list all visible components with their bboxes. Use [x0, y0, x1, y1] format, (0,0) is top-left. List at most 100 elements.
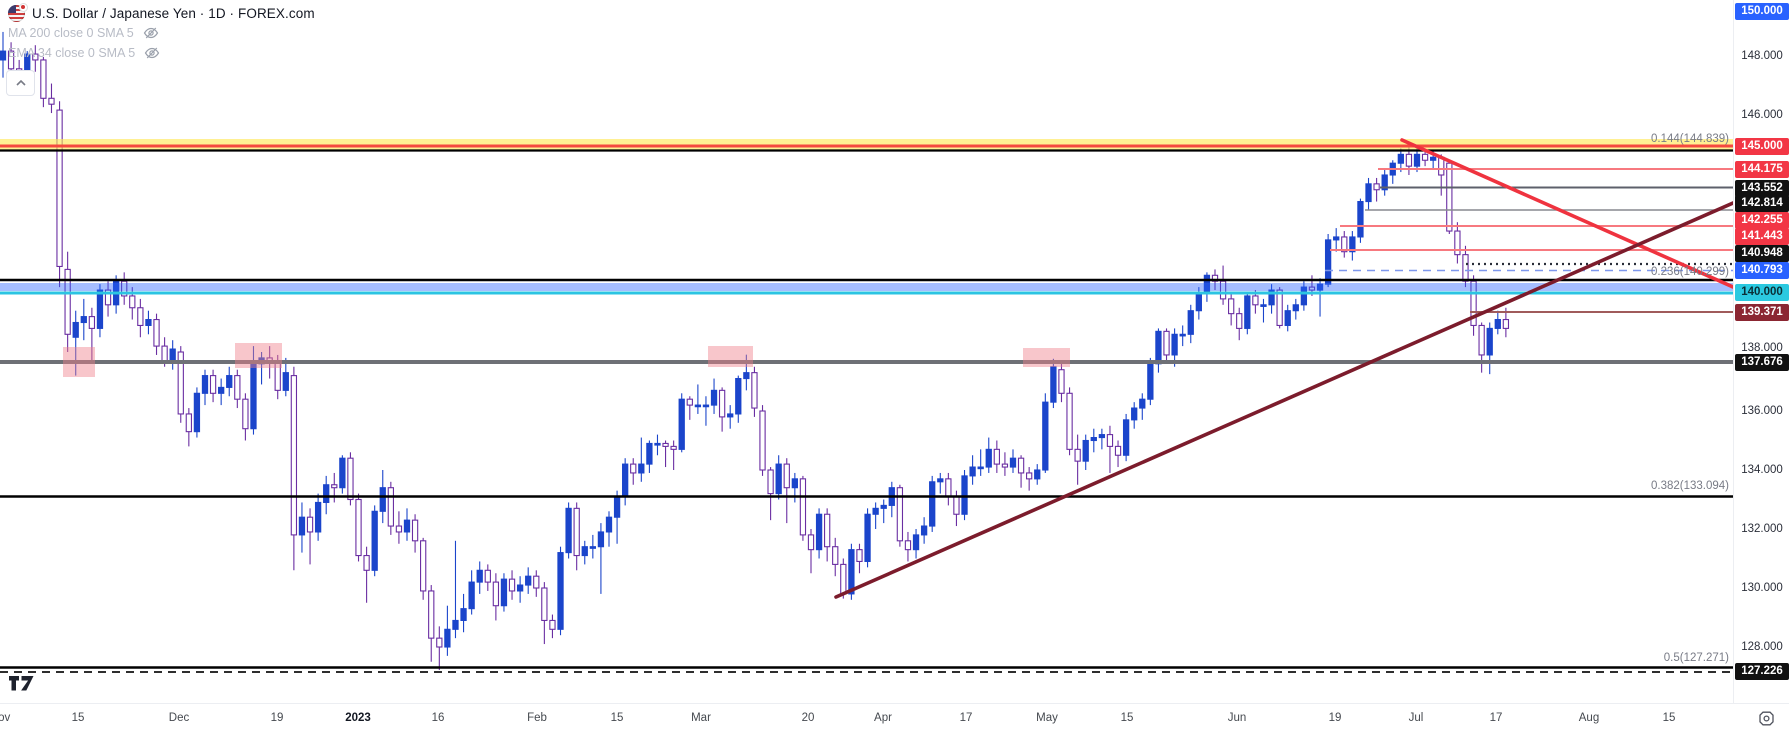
time-label-Aug: Aug	[1578, 712, 1600, 724]
candle-body	[1268, 289, 1275, 306]
candle-body	[1228, 298, 1235, 315]
pink-box-may[interactable]	[1023, 348, 1070, 367]
price-axis[interactable]: 148.000 146.000 138.000 136.000 134.000 132.0…	[1733, 0, 1789, 703]
eye-off-icon[interactable]	[143, 25, 159, 41]
candle-body	[743, 372, 750, 380]
candle-body	[1195, 292, 1202, 312]
support-zone-140[interactable]	[0, 283, 1733, 291]
candle-body	[759, 410, 766, 471]
time-label-19: 19	[1328, 712, 1342, 724]
time-label-15: 15	[1120, 712, 1134, 724]
candle-body	[662, 442, 669, 447]
candle-body	[1413, 153, 1421, 167]
time-label-15: 15	[71, 712, 85, 724]
time-label-Apr: Apr	[874, 712, 892, 724]
candle-body	[145, 318, 152, 326]
tradingview-logo[interactable]	[8, 675, 38, 696]
uptrend-maroon[interactable]	[834, 201, 1733, 599]
pink-box-mar[interactable]	[708, 346, 753, 367]
candle-body	[799, 478, 807, 536]
candle-body	[1066, 392, 1073, 450]
candle-body	[32, 53, 39, 61]
pink-box-dec[interactable]	[235, 343, 282, 368]
candle-body	[1430, 156, 1437, 161]
time-label-Dec: Dec	[168, 712, 190, 724]
candle-body	[282, 372, 289, 391]
candle-body	[484, 569, 491, 583]
candle-body	[1147, 363, 1154, 400]
candle-body	[646, 442, 653, 465]
candle-body	[1017, 457, 1025, 474]
candle-body	[250, 363, 257, 430]
candle-body	[492, 581, 500, 607]
candle-body	[541, 587, 548, 622]
candle-body	[872, 507, 879, 515]
time-label-2023: 2023	[345, 712, 371, 724]
candle-body	[864, 513, 871, 563]
candle-body	[1034, 469, 1041, 480]
candle-body	[104, 289, 112, 306]
candle-body	[824, 513, 831, 548]
price-badge-140.948: 140.948	[1735, 244, 1789, 262]
eye-off-icon[interactable]	[144, 45, 160, 61]
candle-body	[1155, 330, 1162, 365]
candle-body	[298, 516, 306, 536]
candle-body	[953, 495, 960, 515]
fib-label-0.144: 0.144(144.839)	[1650, 133, 1729, 145]
candle-body	[670, 445, 677, 450]
candle-body	[339, 457, 346, 489]
chart-legend: U.S. Dollar / Japanese Yen · 1D · FOREX.…	[8, 2, 315, 63]
candle-body	[1026, 472, 1033, 480]
time-axis[interactable]: Nov 15 Dec 19 2023 16 Feb 15 Mar 20 Apr 17 May 15 Jun 1…	[0, 703, 1789, 733]
time-label-15: 15	[1662, 712, 1676, 724]
candle-body	[1179, 333, 1186, 337]
candle-body	[1462, 254, 1469, 282]
candle-body	[1098, 434, 1106, 439]
price-badge-139.371: 139.371	[1735, 303, 1789, 321]
legend-collapse-button[interactable]	[6, 70, 35, 96]
candle-body	[549, 619, 556, 630]
chevron-up-icon	[15, 80, 26, 86]
candle-body	[7, 50, 15, 70]
candle-body	[177, 351, 184, 415]
candlestick-chart[interactable]	[0, 0, 1733, 703]
price-badge-145.000: 145.000	[1735, 137, 1789, 155]
gear-icon[interactable]	[1758, 710, 1775, 732]
price-scale-label: 136.000	[1741, 405, 1783, 417]
candle-body	[1349, 236, 1356, 253]
candle-body	[476, 569, 483, 583]
symbol-title[interactable]: U.S. Dollar / Japanese Yen · 1D · FOREX.…	[32, 5, 315, 21]
price-badge-144.175: 144.175	[1735, 160, 1789, 178]
candle-body	[1001, 463, 1009, 468]
candle-body	[686, 398, 693, 406]
candle-body	[1171, 333, 1178, 356]
indicator-row-0[interactable]: MA 200 close 0 SMA 5	[8, 23, 315, 43]
symbol-row[interactable]: U.S. Dollar / Japanese Yen · 1D · FOREX.…	[8, 2, 315, 23]
indicator-row-1[interactable]: EMA 34 close 0 SMA 5	[8, 43, 315, 63]
usdjpy-flag-icon	[8, 2, 28, 22]
candle-body	[1494, 318, 1501, 329]
candle-body	[1219, 280, 1227, 300]
price-scale-label: 130.000	[1741, 582, 1783, 594]
price-badge-140.000: 140.000	[1735, 283, 1789, 301]
candle-body	[702, 404, 710, 408]
price-scale-label: 148.000	[1741, 50, 1783, 62]
candle-body	[516, 584, 524, 592]
candle-body	[1421, 153, 1429, 161]
pink-box-nov[interactable]	[63, 347, 95, 377]
candle-body	[775, 463, 782, 495]
candle-body	[379, 487, 386, 512]
downtrend-red[interactable]	[1400, 138, 1733, 289]
candle-body	[1122, 419, 1130, 456]
candle-body	[444, 628, 451, 648]
candle-body	[1446, 162, 1453, 232]
candle-body	[977, 466, 984, 470]
candle-body	[1074, 448, 1081, 462]
candle-body	[452, 619, 459, 630]
price-badge-137.676: 137.676	[1735, 353, 1789, 371]
price-scale-label: 138.000	[1741, 342, 1783, 354]
candle-body	[1470, 280, 1477, 327]
price-scale-label: 132.000	[1741, 523, 1783, 535]
candle-body	[226, 375, 233, 388]
time-label-15: 15	[610, 712, 624, 724]
